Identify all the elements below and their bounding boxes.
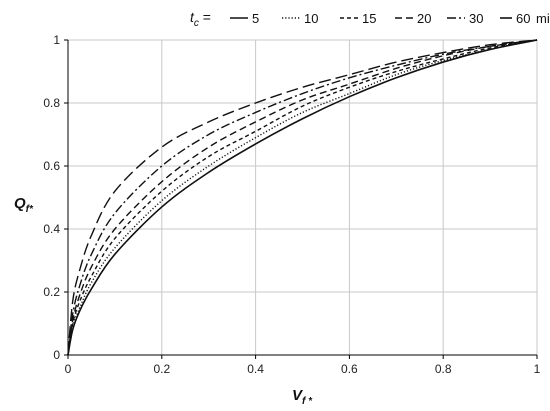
y-axis-label: Qf*: [14, 195, 34, 215]
legend-title: tc =: [190, 9, 211, 29]
x-tick-label: 0.4: [247, 362, 264, 376]
x-tick-label: 1: [534, 362, 541, 376]
legend-label-5: 5: [252, 11, 259, 26]
x-axis-label: Vf *: [292, 387, 313, 407]
y-tick-label: 0.2: [43, 285, 60, 299]
legend-label-15: 15: [362, 11, 376, 26]
x-tick-label: 0.8: [435, 362, 452, 376]
x-axis-label-sub: f *: [302, 396, 313, 407]
legend: tc = 5 10 15 20 30 60 min: [190, 9, 550, 29]
axes: 0 0.2 0.4 0.6 0.8 1 0 0.2 0.4 0.6 0.8 1: [43, 33, 540, 376]
series-line-30: [67, 39, 538, 356]
legend-title-sub: c: [194, 18, 199, 29]
x-axis-label-main: V: [292, 387, 304, 404]
y-tick-label: 0.8: [43, 96, 60, 110]
legend-unit: min: [536, 11, 550, 26]
y-tick-label: 0: [53, 348, 60, 362]
y-tick-label: 0.6: [43, 159, 60, 173]
legend-label-10: 10: [304, 11, 318, 26]
legend-label-30: 30: [469, 11, 483, 26]
y-axis-label-sub: f*: [26, 204, 34, 215]
legend-label-20: 20: [417, 11, 431, 26]
legend-label-60: 60: [516, 11, 530, 26]
series-line-15: [67, 39, 538, 356]
series-line-60: [67, 39, 538, 356]
legend-title-main: t: [190, 9, 195, 25]
x-tick-label: 0: [65, 362, 72, 376]
y-tick-label: 0.4: [43, 222, 60, 236]
legend-title-suffix: =: [199, 9, 211, 25]
series-layer: [67, 39, 538, 356]
x-tick-label: 0.6: [341, 362, 358, 376]
series-line-20: [67, 39, 538, 356]
y-axis-label-main: Q: [14, 195, 26, 212]
y-tick-label: 1: [53, 33, 60, 47]
series-line-5: [67, 39, 538, 356]
series-line-10: [67, 39, 538, 356]
grid: [68, 39, 538, 355]
x-tick-label: 0.2: [153, 362, 170, 376]
